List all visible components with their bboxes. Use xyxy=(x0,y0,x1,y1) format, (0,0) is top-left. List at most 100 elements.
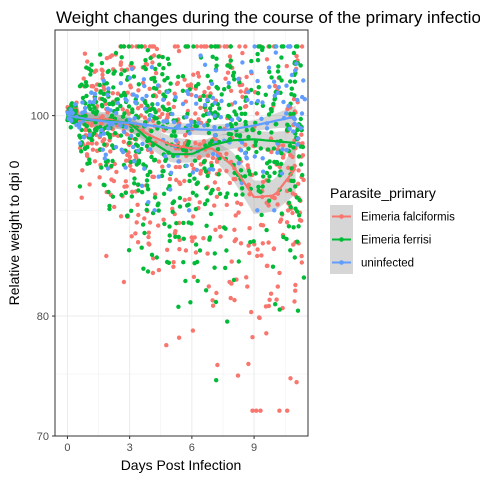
data-point xyxy=(275,202,280,207)
data-point xyxy=(134,220,139,225)
data-point xyxy=(206,118,212,123)
data-point xyxy=(148,113,154,118)
data-point xyxy=(111,85,116,90)
data-point xyxy=(291,145,296,150)
data-point xyxy=(78,141,83,146)
data-point xyxy=(294,195,299,200)
data-point xyxy=(198,53,203,58)
data-point xyxy=(252,154,257,159)
data-point xyxy=(206,130,212,136)
data-point xyxy=(289,166,294,171)
data-point xyxy=(259,212,264,218)
smooth-ribbon-0 xyxy=(67,110,296,214)
data-point xyxy=(259,253,264,258)
data-point xyxy=(294,61,299,66)
data-point xyxy=(238,168,244,173)
data-point xyxy=(119,192,124,198)
y-axis-title: Relative weight to dpi 0 xyxy=(6,160,22,305)
data-point xyxy=(172,91,177,96)
data-point xyxy=(174,177,179,183)
data-point xyxy=(163,94,168,99)
data-point xyxy=(176,74,181,80)
data-point xyxy=(173,95,178,100)
data-point xyxy=(146,234,151,240)
data-point xyxy=(182,197,187,203)
data-point xyxy=(255,98,261,104)
data-point xyxy=(160,54,165,60)
data-point xyxy=(122,184,127,189)
data-point xyxy=(149,65,155,70)
data-point xyxy=(167,224,172,229)
data-point xyxy=(293,184,298,189)
data-point xyxy=(85,153,90,159)
data-point xyxy=(299,260,304,265)
data-point xyxy=(211,151,216,157)
data-point xyxy=(101,91,106,97)
data-point xyxy=(201,113,206,118)
data-point xyxy=(157,62,162,67)
data-point xyxy=(132,136,138,142)
data-point xyxy=(238,148,244,153)
data-point xyxy=(107,206,112,212)
data-point xyxy=(184,114,189,120)
data-point xyxy=(210,95,215,101)
data-point xyxy=(281,234,286,240)
x-axis-title: Days Post Infection xyxy=(121,457,242,473)
data-point xyxy=(103,152,109,157)
data-point xyxy=(260,223,266,228)
data-point xyxy=(218,234,223,239)
data-point xyxy=(218,115,223,120)
data-point xyxy=(286,103,291,109)
x-axis-ticks: 0 3 6 9 xyxy=(64,436,257,454)
data-point xyxy=(119,72,124,77)
data-point xyxy=(94,128,99,133)
data-point xyxy=(123,124,129,130)
legend-label: Eimeria falciformis xyxy=(361,212,455,224)
data-point xyxy=(149,154,154,160)
data-point xyxy=(256,188,261,193)
data-point xyxy=(171,119,177,125)
data-point xyxy=(194,193,199,198)
data-point xyxy=(296,224,301,229)
data-point xyxy=(272,83,278,89)
data-point xyxy=(164,259,170,265)
data-point xyxy=(147,169,153,174)
data-point xyxy=(286,165,291,170)
data-point xyxy=(142,106,148,111)
data-point xyxy=(168,81,173,86)
data-point xyxy=(135,106,141,111)
data-point xyxy=(225,70,231,75)
data-point xyxy=(127,154,133,160)
data-point xyxy=(156,223,161,228)
data-point xyxy=(128,163,133,168)
data-point xyxy=(136,158,142,163)
data-point xyxy=(175,80,181,86)
data-point xyxy=(131,74,137,79)
data-point xyxy=(131,168,136,174)
data-point xyxy=(229,117,235,123)
data-point xyxy=(279,44,284,49)
data-point xyxy=(277,270,282,276)
data-point xyxy=(126,104,132,109)
data-point xyxy=(162,107,167,112)
data-point xyxy=(274,121,279,127)
data-point xyxy=(184,89,190,94)
data-point xyxy=(207,237,212,242)
data-point xyxy=(122,68,127,73)
data-point xyxy=(157,89,162,95)
data-point xyxy=(228,88,234,94)
data-point xyxy=(133,231,138,236)
data-point xyxy=(208,191,213,196)
y-axis-ticks: 70 80 100 xyxy=(31,111,55,443)
data-point xyxy=(300,172,305,178)
data-point xyxy=(223,265,228,271)
data-point xyxy=(205,198,210,203)
data-point xyxy=(191,214,196,219)
data-point xyxy=(120,114,126,119)
data-point xyxy=(140,96,145,102)
data-point xyxy=(212,125,217,130)
data-point xyxy=(113,131,118,136)
data-point xyxy=(194,101,199,106)
data-point xyxy=(110,91,116,96)
data-point xyxy=(294,209,300,214)
